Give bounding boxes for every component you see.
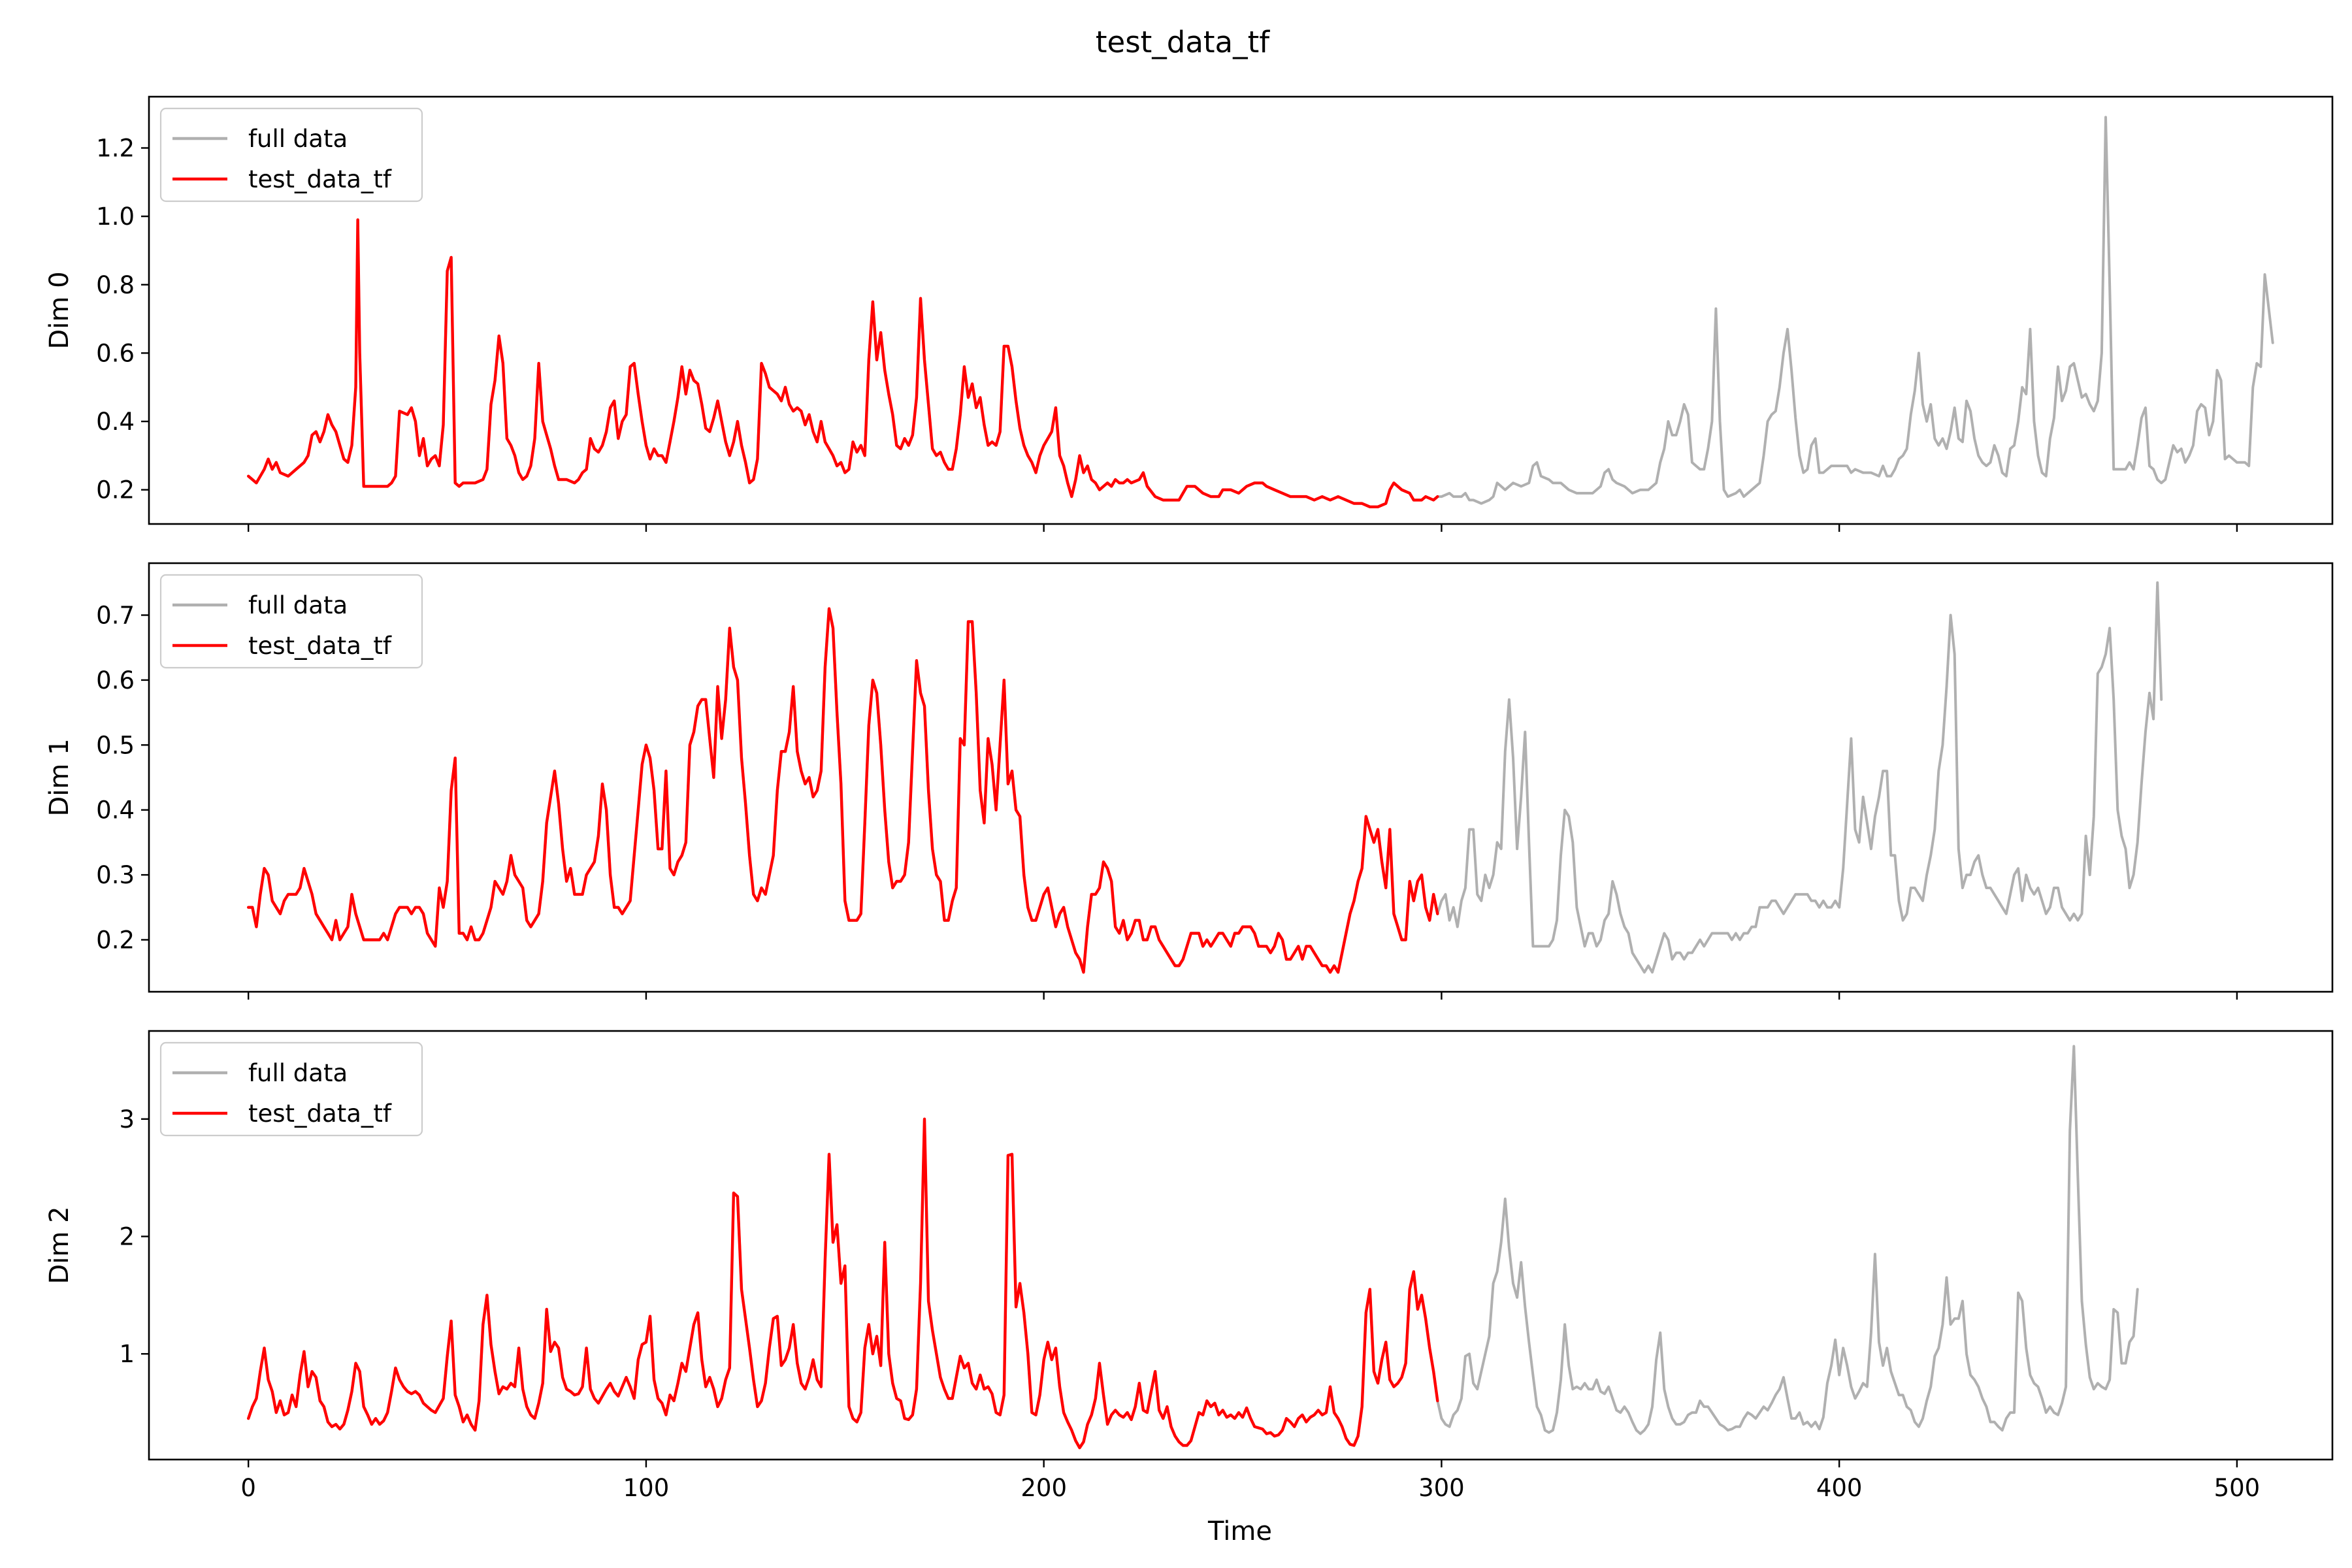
- y-tick-label: 1: [119, 1340, 135, 1368]
- figure-title: test_data_tf: [1096, 25, 1270, 59]
- legend-label: full data: [248, 125, 348, 153]
- legend-label: test_data_tf: [248, 165, 392, 193]
- panels: 0.2 0.4 0.6 0.8 1.0 1.2 Dim 0 full data test_dat…: [44, 95, 2334, 1502]
- series-full-data-dim-2: [247, 1045, 2139, 1449]
- y-tick-label: 0.8: [96, 271, 135, 299]
- axes-frame-dim-2: [148, 1030, 2334, 1461]
- axes-frame-dim-1: [148, 562, 2334, 993]
- series-full-data-dim-0: [247, 116, 2274, 508]
- x-tick-label: 0: [240, 1474, 256, 1502]
- legend-dim-1: full data test_data_tf: [159, 574, 423, 669]
- x-tick-label: 100: [623, 1474, 670, 1502]
- legend-dim-2: full data test_data_tf: [159, 1041, 423, 1137]
- panel-dim-1: 0.2 0.3 0.4 0.5 0.6 0.7 Dim 1 full data test_dat…: [44, 562, 2334, 1000]
- y-tick-label: 0.4: [96, 796, 135, 825]
- y-axis-label-dim-1: Dim 1: [44, 738, 74, 816]
- y-tick-label: 0.6: [96, 666, 135, 694]
- y-tick-label: 0.5: [96, 731, 135, 759]
- panel-dim-0: 0.2 0.4 0.6 0.8 1.0 1.2 Dim 0 full data test_dat…: [44, 95, 2334, 532]
- y-tick-label: 0.7: [96, 602, 135, 630]
- legend-label: test_data_tf: [248, 632, 392, 660]
- x-tick-label: 200: [1021, 1474, 1067, 1502]
- legend-dim-0: full data test_data_tf: [159, 107, 423, 203]
- x-tick-label: 500: [2214, 1474, 2261, 1502]
- axes-frame-dim-0: [148, 95, 2334, 525]
- y-tick-label: 2: [119, 1223, 135, 1251]
- y-tick-label: 0.2: [96, 476, 135, 504]
- y-tick-label: 1.2: [96, 134, 135, 162]
- legend-label: test_data_tf: [248, 1100, 392, 1128]
- y-tick-label: 0.4: [96, 408, 135, 436]
- panel-dim-2: 0 100 200 300 400 500 1 2 3 Dim 2 full data test_da…: [44, 1030, 2334, 1502]
- series-test-data-tf-dim-2: [247, 1117, 1439, 1450]
- y-axis-label-dim-2: Dim 2: [44, 1206, 74, 1284]
- x-axis-label: Time: [1207, 1516, 1272, 1546]
- series-test-data-tf-dim-0: [247, 218, 1439, 508]
- x-tick-label: 300: [1418, 1474, 1465, 1502]
- y-axis-label-dim-0: Dim 0: [44, 271, 74, 349]
- y-tick-label: 0.3: [96, 861, 135, 889]
- legend-label: full data: [248, 591, 348, 619]
- x-tick-label: 400: [1816, 1474, 1863, 1502]
- legend-label: full data: [248, 1059, 348, 1087]
- y-tick-label: 1.0: [96, 203, 135, 231]
- y-tick-label: 0.2: [96, 926, 135, 954]
- series-full-data-dim-1: [247, 581, 2163, 974]
- y-tick-label: 0.6: [96, 339, 135, 367]
- y-tick-label: 3: [119, 1105, 135, 1134]
- series-test-data-tf-dim-1: [247, 607, 1439, 974]
